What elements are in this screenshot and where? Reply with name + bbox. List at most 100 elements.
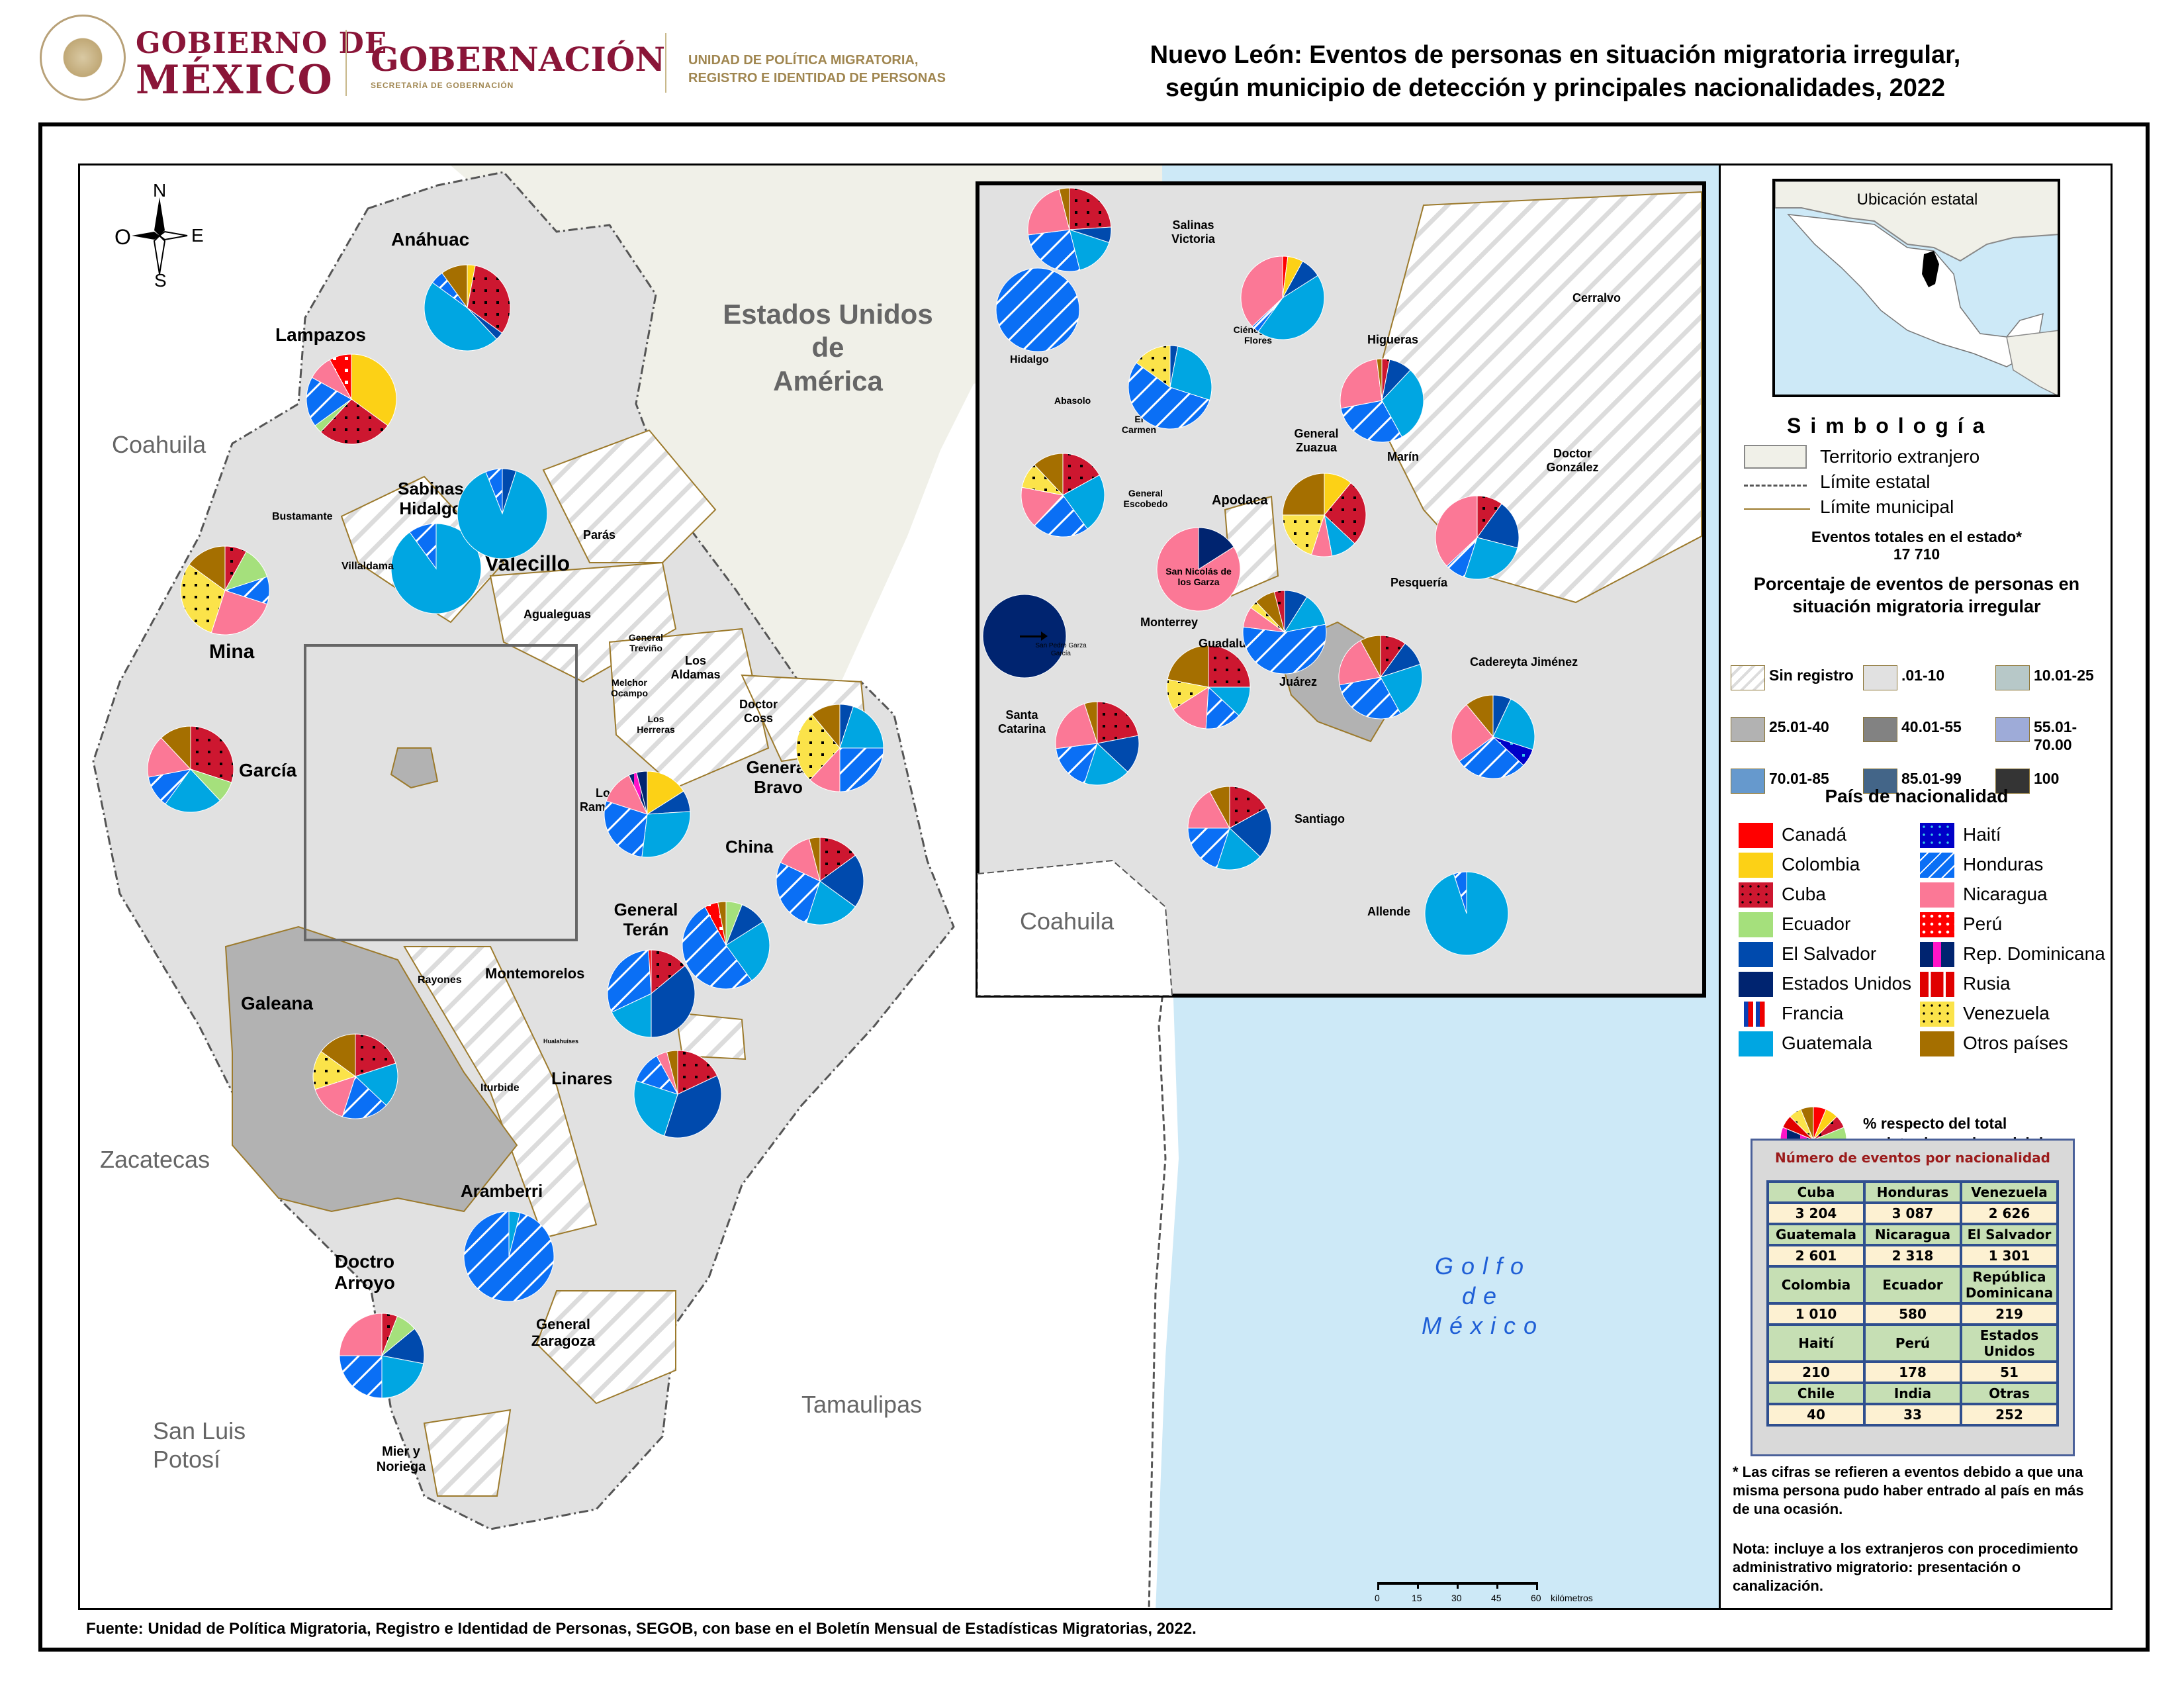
- pie-general-bravo[interactable]: [795, 703, 885, 796]
- nationality-label: Canadá: [1782, 824, 1847, 845]
- pie-slice-el-salvador: [381, 1328, 425, 1364]
- pie-slice-el-salvador: [819, 855, 864, 908]
- pie-slice-otros: [666, 1050, 678, 1095]
- total-value: 17 710: [1893, 545, 1940, 563]
- inset-muni-label: San Pedro Garza García: [1035, 642, 1087, 657]
- pie-garcia[interactable]: [146, 725, 235, 817]
- logo-gobierno-line2: MÉXICO: [136, 57, 334, 103]
- nationality-swatch-otros: [1920, 1031, 1954, 1056]
- pie-slice-cuba: [677, 1050, 718, 1095]
- pie-slice-honduras: [1459, 736, 1524, 779]
- pie-allende[interactable]: [1424, 870, 1510, 960]
- nationality-label: Haití: [1963, 824, 2001, 845]
- pct-class-swatch: [1863, 717, 1897, 742]
- pie-mina[interactable]: [179, 545, 271, 639]
- inset-muni-label: Higueras: [1367, 333, 1419, 346]
- pie-slice-venezuela: [1282, 514, 1325, 555]
- pie-slice-otros: [1034, 453, 1064, 496]
- scale-bar: 0 15 30 45 60 kilómetros: [1375, 1582, 1629, 1608]
- pie-slice-otros: [808, 837, 821, 882]
- pie-pesqueria[interactable]: [1434, 494, 1520, 584]
- pie-juarez[interactable]: [1338, 634, 1424, 724]
- pie-slice-nicaragua: [210, 590, 268, 635]
- pie-slice-honduras: [485, 468, 503, 514]
- symbol-label: Límite estatal: [1820, 471, 1931, 492]
- pie-slice-honduras: [306, 377, 352, 426]
- pie-guadalupe[interactable]: [1242, 589, 1328, 679]
- pie-los-ramones[interactable]: [603, 770, 692, 862]
- mexico-coat-of-arms-icon: [40, 15, 126, 101]
- muni-paras: [542, 429, 717, 563]
- table-cell: 252: [1960, 1403, 2059, 1427]
- pie-anahuac[interactable]: [423, 263, 512, 355]
- pie-slice-guatemala: [1492, 698, 1535, 751]
- nationality-label: El Salvador: [1782, 943, 1877, 964]
- pie-slice-honduras: [1453, 871, 1467, 914]
- pie-slice-honduras: [341, 1076, 387, 1119]
- pie-el-carmen[interactable]: [1127, 344, 1213, 434]
- pie-salinas-victoria[interactable]: [1026, 187, 1113, 276]
- pie-lampazos[interactable]: [305, 353, 398, 449]
- pie-hidalgo[interactable]: [995, 267, 1081, 356]
- nationality-label: Ecuador: [1782, 914, 1851, 934]
- muni-label: Anáhuac: [391, 229, 470, 250]
- table-cell: 33: [1863, 1403, 1962, 1427]
- pie-san-nicolas[interactable]: [1156, 526, 1242, 616]
- pie-slice-cuba: [819, 837, 856, 882]
- gulf-line3: México: [1421, 1312, 1545, 1339]
- muni-label: Sabinas Hidalgo: [398, 479, 464, 518]
- pie-santa-catarina[interactable]: [1054, 700, 1140, 790]
- pie-montemorelos[interactable]: [606, 949, 696, 1042]
- pie-slice-honduras: [1340, 400, 1403, 443]
- muni-label: General Terán: [614, 900, 678, 939]
- pie-slice-cuba: [651, 949, 686, 995]
- compass-rose-icon: N S O E: [113, 180, 206, 291]
- scale-tick-45: 45: [1491, 1593, 1502, 1603]
- pie-general-escobedo[interactable]: [1020, 452, 1106, 541]
- table-row: 40 33 252: [1766, 1403, 2059, 1427]
- main-map[interactable]: N S O E Estados Unidos de América Coahui…: [78, 164, 1721, 1610]
- pie-slice-cuba: [1208, 645, 1251, 688]
- pie-galeana[interactable]: [312, 1033, 399, 1123]
- table-cell: 178: [1863, 1360, 1962, 1384]
- pie-apodaca[interactable]: [1281, 472, 1367, 561]
- pie-linares[interactable]: [633, 1049, 723, 1143]
- muni-label-paras: Parás: [583, 528, 616, 541]
- muni-label-bustamante: Bustamante: [272, 511, 333, 522]
- nationality-swatch-rusia: [1920, 972, 1954, 997]
- pie-slice-estados-unidos: [1198, 527, 1234, 570]
- pie-cienega-de-flores[interactable]: [1240, 255, 1326, 344]
- scale-tick-30: 30: [1451, 1593, 1462, 1603]
- pie-aramberri[interactable]: [463, 1210, 555, 1306]
- pie-general-zuazua[interactable]: [1339, 357, 1425, 447]
- muni-label-los-aldamas: Los Aldamas: [670, 654, 721, 681]
- pie-general-teran[interactable]: [681, 900, 771, 994]
- pie-slice-el-salvador: [1477, 503, 1520, 549]
- scale-unit: kilómetros: [1551, 1593, 1593, 1603]
- label-san-luis-potosi: San Luis Potosí: [153, 1417, 246, 1474]
- table-header-cell: Ecuador: [1863, 1265, 1962, 1305]
- pie-china[interactable]: [775, 836, 865, 929]
- arrow-head-icon: [1041, 632, 1048, 641]
- title-line1: Nuevo León: Eventos de personas en situa…: [1150, 41, 1961, 69]
- legend-panel: Ubicación estatal Simbología Territorio …: [1721, 164, 2113, 1610]
- pie-slice-colombia: [647, 771, 684, 815]
- table-cell: 3 087: [1863, 1201, 1962, 1225]
- logo-gobernacion: GOBERNACIÓN: [371, 40, 666, 79]
- table-header-cell: República Dominicana: [1960, 1265, 2059, 1305]
- pct-class-swatch: [1731, 665, 1765, 690]
- muni-label: Linares: [551, 1068, 613, 1088]
- pie-doctor-arroyo[interactable]: [338, 1312, 426, 1403]
- pie-san-pedro-garza-garcia[interactable]: [981, 593, 1068, 682]
- pie-slice-cuba: [355, 1033, 396, 1077]
- pie-sabinas-hidalgo[interactable]: [390, 522, 482, 618]
- pie-slice-nicaragua: [780, 838, 821, 882]
- pie-monterrey[interactable]: [1165, 644, 1251, 733]
- pie-valecillo[interactable]: [456, 467, 549, 563]
- pie-cadereyta-jimenez[interactable]: [1450, 694, 1536, 783]
- inset-muni-label: Hidalgo: [1010, 354, 1049, 365]
- nationality-label: Estados Unidos: [1782, 973, 1912, 994]
- pie-santiago[interactable]: [1187, 785, 1273, 874]
- muni-rayones-iturbide: [403, 946, 598, 1239]
- location-map-title: Ubicación estatal: [1856, 191, 1978, 209]
